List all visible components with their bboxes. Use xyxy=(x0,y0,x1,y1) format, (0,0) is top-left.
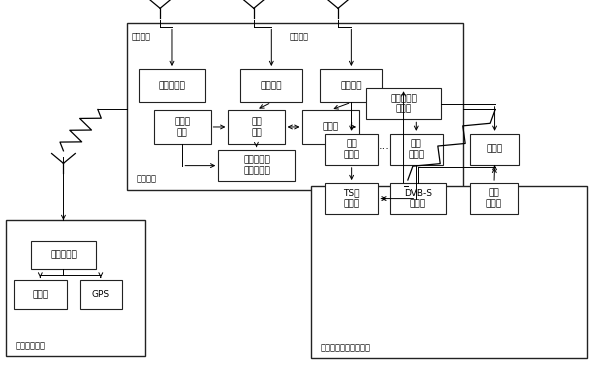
Text: 转发功放: 转发功放 xyxy=(340,81,362,90)
Text: 语音功放: 语音功放 xyxy=(260,81,282,90)
Text: 系留气球: 系留气球 xyxy=(137,174,157,183)
FancyBboxPatch shape xyxy=(228,110,285,144)
FancyBboxPatch shape xyxy=(139,69,205,102)
Text: 背负发射机: 背负发射机 xyxy=(50,251,77,259)
FancyBboxPatch shape xyxy=(366,88,441,119)
FancyBboxPatch shape xyxy=(325,183,378,214)
FancyBboxPatch shape xyxy=(390,134,443,165)
FancyBboxPatch shape xyxy=(311,186,587,358)
FancyBboxPatch shape xyxy=(154,110,211,144)
Text: 双工器: 双工器 xyxy=(323,122,339,132)
FancyBboxPatch shape xyxy=(325,134,378,165)
Text: 光纤射频转
发模块: 光纤射频转 发模块 xyxy=(390,94,417,114)
Text: DVB-S
调制器: DVB-S 调制器 xyxy=(404,189,432,208)
FancyBboxPatch shape xyxy=(127,23,463,190)
Text: 图像
接收机: 图像 接收机 xyxy=(408,139,425,159)
Text: 气球光纤射
频转发模块: 气球光纤射 频转发模块 xyxy=(243,156,270,175)
Text: 功放天线: 功放天线 xyxy=(289,32,308,41)
FancyBboxPatch shape xyxy=(470,134,519,165)
Text: 锂电池
模块: 锂电池 模块 xyxy=(174,117,190,137)
Text: ···: ··· xyxy=(378,144,390,154)
Text: TS流
复用器: TS流 复用器 xyxy=(343,189,360,208)
Text: 图像
接收机: 图像 接收机 xyxy=(343,139,360,159)
FancyBboxPatch shape xyxy=(390,183,446,214)
Text: 语音
发射机: 语音 发射机 xyxy=(486,189,502,208)
FancyBboxPatch shape xyxy=(240,69,302,102)
FancyBboxPatch shape xyxy=(6,220,145,356)
FancyBboxPatch shape xyxy=(470,183,518,214)
Text: 滤波放大器: 滤波放大器 xyxy=(158,81,186,90)
Text: 车载系留气球通信平台: 车载系留气球通信平台 xyxy=(321,343,371,352)
Text: GPS: GPS xyxy=(92,290,110,299)
FancyBboxPatch shape xyxy=(80,280,122,309)
FancyBboxPatch shape xyxy=(14,280,67,309)
Text: 接收天线: 接收天线 xyxy=(132,32,151,41)
FancyBboxPatch shape xyxy=(218,150,295,181)
Text: 合路器: 合路器 xyxy=(486,145,503,154)
FancyBboxPatch shape xyxy=(302,110,359,144)
Text: 前段信息采集: 前段信息采集 xyxy=(15,341,46,350)
FancyBboxPatch shape xyxy=(320,69,382,102)
FancyBboxPatch shape xyxy=(31,241,96,269)
Text: 摄像机: 摄像机 xyxy=(32,290,49,299)
Text: 控制
模块: 控制 模块 xyxy=(251,117,262,137)
